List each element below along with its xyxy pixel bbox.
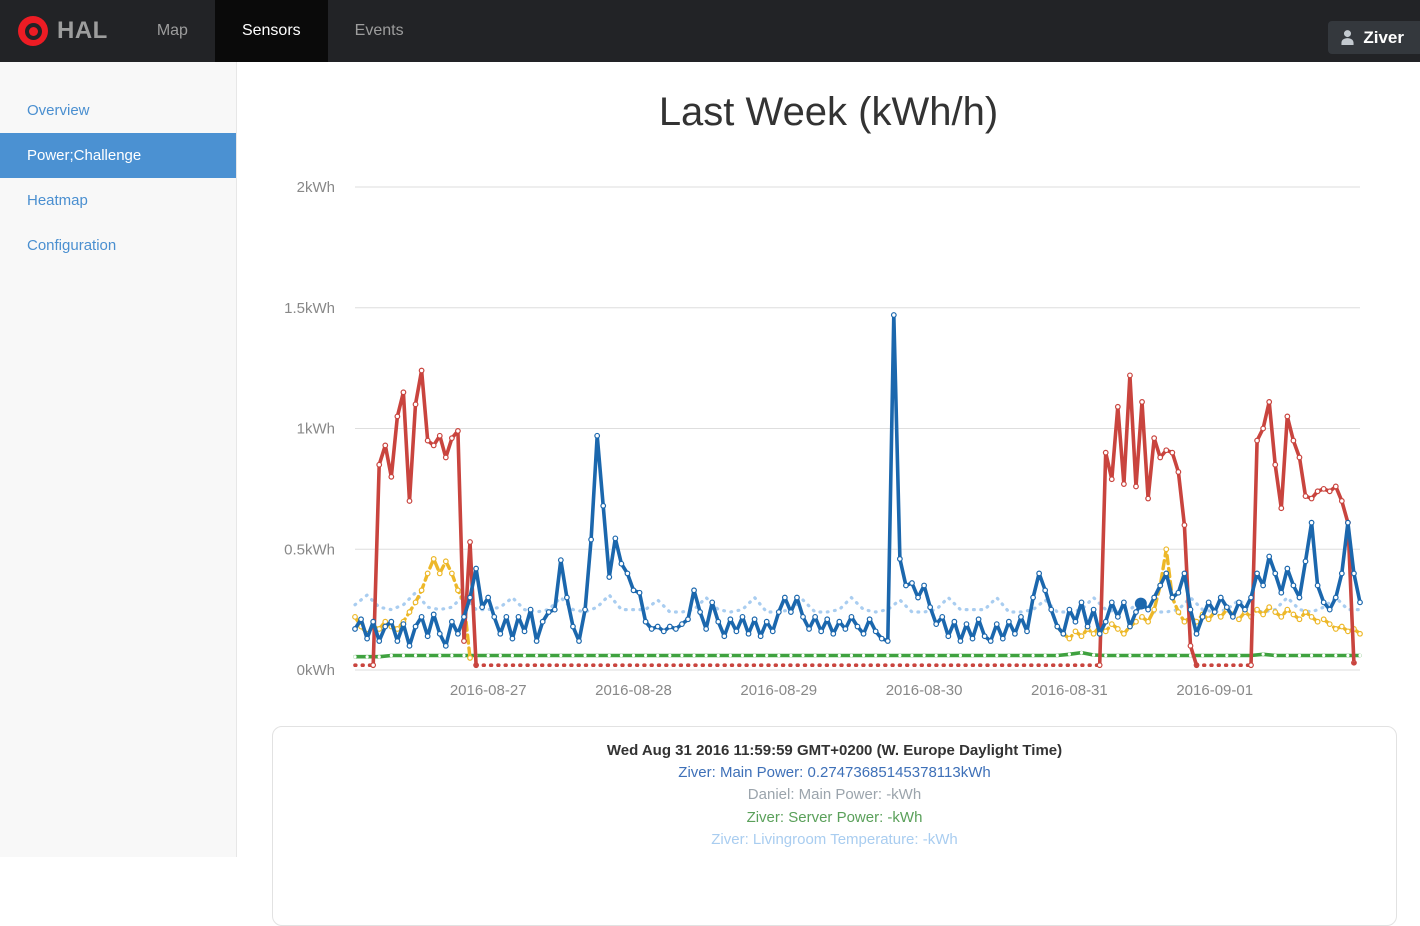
chart-canvas[interactable]: 0kWh 0.5kWh 1kWh 1.5kWh 2kWh 2016-08-27 2016-0… bbox=[277, 150, 1417, 706]
nav-item-map[interactable]: Map bbox=[130, 0, 215, 62]
chart-tooltip-card: Wed Aug 31 2016 11:59:59 GMT+0200 (W. Eu… bbox=[272, 726, 1397, 926]
svg-text:0kWh: 0kWh bbox=[297, 662, 335, 679]
sidebar-item-overview[interactable]: Overview bbox=[0, 88, 236, 133]
svg-text:2016-08-27: 2016-08-27 bbox=[450, 682, 527, 699]
user-name: Ziver bbox=[1363, 28, 1404, 48]
sidebar: Overview Power;Challenge Heatmap Configu… bbox=[0, 62, 237, 857]
nav-item-events[interactable]: Events bbox=[328, 0, 431, 62]
svg-text:0.5kWh: 0.5kWh bbox=[284, 541, 335, 558]
top-navbar: HAL Map Sensors Events Ziver bbox=[0, 0, 1420, 62]
chart-title: Last Week (kWh/h) bbox=[237, 90, 1420, 134]
svg-text:1kWh: 1kWh bbox=[297, 421, 335, 438]
brand-title: HAL bbox=[57, 17, 108, 45]
tooltip-row-ziver-main-power: Ziver: Main Power: 0.27473685145378113kW… bbox=[273, 762, 1396, 784]
svg-text:2016-08-28: 2016-08-28 bbox=[595, 682, 672, 699]
tooltip-row-daniel-main-power: Daniel: Main Power: -kWh bbox=[273, 784, 1396, 806]
hal-logo-icon bbox=[18, 16, 48, 46]
svg-text:2016-08-29: 2016-08-29 bbox=[740, 682, 817, 699]
main-content: Last Week (kWh/h) 0kWh 0.5kWh 1kWh 1.5kWh 2k… bbox=[237, 62, 1420, 857]
tooltip-timestamp: Wed Aug 31 2016 11:59:59 GMT+0200 (W. Eu… bbox=[273, 740, 1396, 762]
nav-menu: Map Sensors Events bbox=[130, 0, 431, 62]
svg-text:1.5kWh: 1.5kWh bbox=[284, 300, 335, 317]
user-icon bbox=[1339, 29, 1356, 46]
sidebar-item-configuration[interactable]: Configuration bbox=[0, 223, 236, 268]
brand[interactable]: HAL bbox=[0, 0, 130, 62]
nav-item-sensors[interactable]: Sensors bbox=[215, 0, 328, 62]
tooltip-row-ziver-livingroom-temperature: Ziver: Livingroom Temperature: -kWh bbox=[273, 829, 1396, 851]
sidebar-item-power-challenge[interactable]: Power;Challenge bbox=[0, 133, 236, 178]
svg-text:2016-08-31: 2016-08-31 bbox=[1031, 682, 1108, 699]
tooltip-row-ziver-server-power: Ziver: Server Power: -kWh bbox=[273, 807, 1396, 829]
user-menu[interactable]: Ziver bbox=[1328, 21, 1420, 54]
svg-text:2kWh: 2kWh bbox=[297, 179, 335, 196]
sidebar-item-heatmap[interactable]: Heatmap bbox=[0, 178, 236, 223]
svg-text:2016-08-30: 2016-08-30 bbox=[886, 682, 963, 699]
svg-text:2016-09-01: 2016-09-01 bbox=[1176, 682, 1253, 699]
